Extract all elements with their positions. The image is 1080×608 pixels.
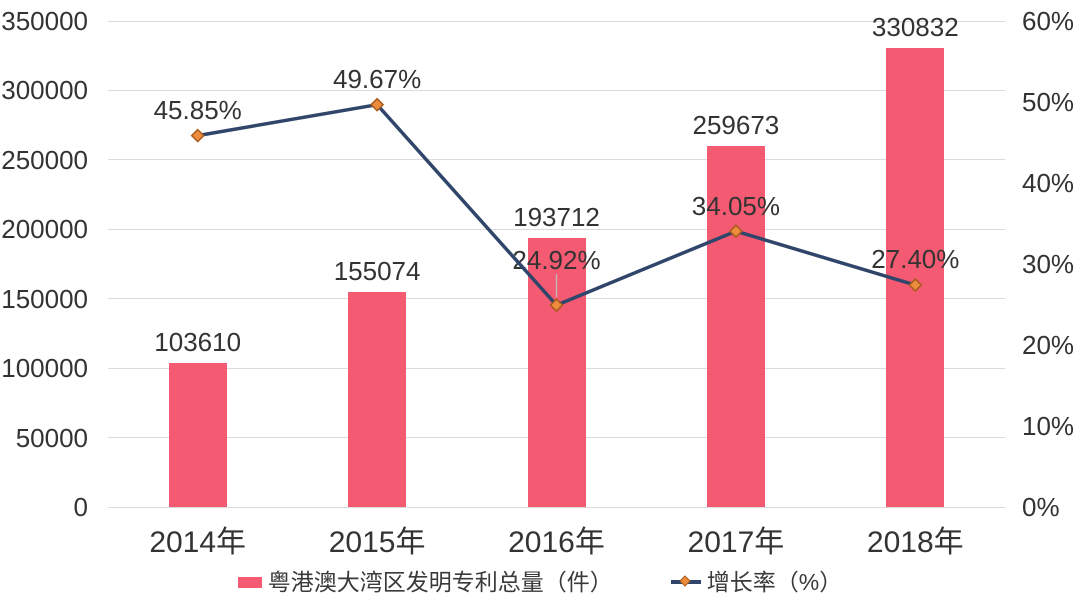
patent-total-bar[interactable] [527,238,586,507]
bar-value-label: 330832 [871,11,959,42]
bar-value-label: 155074 [333,255,421,286]
x-axis-category-label: 2015年 [328,526,426,559]
right-axis-tick-label: 40% [1022,168,1075,198]
x-axis-category-label: 2017年 [687,526,785,559]
right-axis-tick-label: 50% [1022,87,1075,117]
line-series-swatch-icon [670,574,701,587]
gridline [108,506,1005,508]
x-axis-category-label: 2014年 [149,526,247,559]
growth-rate-value-label: 45.85% [153,94,242,125]
left-axis-tick-label: 200000 [1,214,88,245]
legend-item-growth-rate[interactable]: 增长率（%） [670,569,843,595]
growth-rate-value-label: 24.92% [512,245,601,276]
bar-value-label: 193712 [513,202,600,233]
right-axis-tick-label: 20% [1022,330,1075,360]
right-axis-tick-label: 30% [1022,249,1075,279]
diamond-marker-icon [679,574,691,587]
gridline [108,159,1005,161]
growth-rate-value-label: 49.67% [333,63,422,94]
growth-rate-marker-icon[interactable] [370,97,385,112]
right-axis-tick-label: 0% [1022,492,1060,522]
legend-label-growth-rate: 增长率（%） [706,569,843,595]
left-axis-tick-label: 100000 [1,353,88,384]
legend-label-patent-total: 粤港澳大湾区发明专利总量（件） [267,569,613,595]
legend: 粤港澳大湾区发明专利总量（件） 增长率（%） [0,570,1080,594]
left-axis-tick-label: 250000 [1,144,88,175]
x-axis-category-label: 2018年 [866,526,964,559]
left-axis-tick-label: 350000 [1,6,88,36]
left-axis-tick-label: 300000 [1,75,88,106]
growth-rate-marker-icon[interactable] [190,128,205,143]
left-axis-tick-label: 150000 [1,283,88,314]
bar-value-label: 103610 [154,327,242,358]
legend-item-patent-total[interactable]: 粤港澳大湾区发明专利总量（件） [237,569,613,595]
growth-rate-value-label: 34.05% [691,191,780,222]
right-axis-tick-label: 10% [1022,411,1075,441]
patent-total-bar[interactable] [168,363,227,507]
growth-rate-value-label: 27.40% [871,244,960,275]
gridline [108,20,1005,22]
patent-total-bar[interactable] [348,291,407,507]
patent-total-bar[interactable] [886,47,945,507]
left-axis-tick-label: 50000 [15,422,88,453]
bar-series-swatch-icon [237,576,262,588]
bar-value-label: 259673 [692,110,780,141]
gridline [108,89,1005,91]
right-axis-tick-label: 60% [1022,6,1075,36]
left-axis-tick-label: 0 [73,492,88,522]
x-axis-category-label: 2016年 [508,526,605,559]
